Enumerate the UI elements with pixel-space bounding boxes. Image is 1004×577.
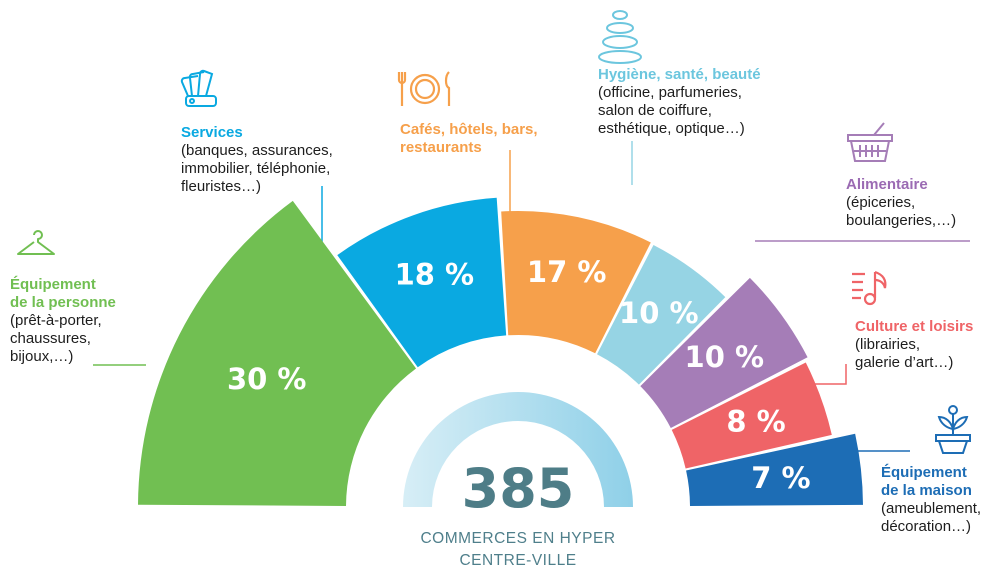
slice-label-4: 10 % bbox=[619, 296, 699, 330]
slice-5 bbox=[640, 277, 808, 428]
basket-icon bbox=[847, 122, 893, 162]
category-desc-line: galerie d’art…) bbox=[855, 354, 954, 371]
category-desc-line: (prêt-à-porter, bbox=[10, 312, 102, 329]
category-title-line: Alimentaire bbox=[846, 176, 928, 193]
slice-3 bbox=[501, 211, 651, 354]
total-label-line-1: COMMERCES EN HYPER bbox=[420, 530, 615, 547]
category-desc-line: chaussures, bbox=[10, 330, 91, 347]
category-desc-line: bijoux,…) bbox=[10, 348, 74, 365]
total-label-line-2: CENTRE-VILLE bbox=[459, 552, 576, 569]
category-desc-line: immobilier, téléphonie, bbox=[181, 160, 331, 177]
slice-label-2: 18 % bbox=[395, 258, 475, 292]
category-desc-line: salon de coiffure, bbox=[598, 102, 712, 119]
plate-cutlery-icon bbox=[397, 71, 451, 106]
category-label-equipement-personne: Équipement de la personne (prêt-à-porter… bbox=[10, 276, 116, 366]
slice-label-5: 10 % bbox=[685, 340, 765, 374]
slice-4 bbox=[597, 244, 726, 385]
slice-label-1: 30 % bbox=[227, 362, 307, 396]
slice-label-3: 17 % bbox=[527, 255, 607, 289]
card-fan-icon bbox=[180, 69, 217, 107]
music-note-icon bbox=[852, 270, 887, 306]
category-label-alimentaire: Alimentaire (épiceries, boulangeries,…) bbox=[846, 176, 956, 230]
total-ring bbox=[403, 392, 633, 507]
category-title-line: Équipement bbox=[10, 276, 96, 293]
category-desc-line: (banques, assurances, bbox=[181, 142, 333, 159]
category-desc-line: (épiceries, bbox=[846, 194, 916, 211]
zen-stones-icon bbox=[598, 10, 642, 64]
total-value: 385 bbox=[462, 457, 575, 520]
slice-label-6: 8 % bbox=[726, 404, 785, 438]
category-title-line: Cafés, hôtels, bars, bbox=[400, 121, 538, 138]
chart-slices: 30 % 18 % 17 % 10 % 10 % 8 % 7 % bbox=[138, 197, 863, 506]
category-desc-line: esthétique, optique…) bbox=[598, 120, 745, 137]
category-label-cafes: Cafés, hôtels, bars, restaurants bbox=[400, 121, 538, 157]
category-desc-line: boulangeries,…) bbox=[846, 212, 957, 229]
slice-label-7: 7 % bbox=[751, 461, 810, 495]
slice-1 bbox=[138, 200, 417, 506]
slice-2 bbox=[337, 197, 507, 368]
plant-pot-icon bbox=[935, 405, 971, 454]
leader-lines bbox=[93, 141, 970, 452]
category-desc-line: décoration…) bbox=[881, 518, 972, 535]
category-label-culture: Culture et loisirs (librairies, galerie … bbox=[855, 318, 973, 372]
category-desc-line: (librairies, bbox=[855, 336, 921, 353]
category-title-line: Services bbox=[181, 124, 243, 141]
category-title-line: de la maison bbox=[881, 482, 972, 499]
hanger-icon bbox=[17, 230, 55, 255]
slice-6 bbox=[671, 362, 832, 469]
leader-line-6 bbox=[813, 364, 847, 385]
category-title-line: Hygiène, santé, beauté bbox=[598, 66, 761, 83]
category-title-line: restaurants bbox=[400, 139, 482, 156]
category-desc-line: (officine, parfumeries, bbox=[598, 84, 742, 101]
category-label-hygiene: Hygiène, santé, beauté (officine, parfum… bbox=[598, 66, 761, 138]
category-label-equipement-maison: Équipement de la maison (ameublement, dé… bbox=[881, 464, 981, 536]
category-title-line: de la personne bbox=[10, 294, 116, 311]
slice-7 bbox=[686, 433, 863, 506]
category-title-line: Culture et loisirs bbox=[855, 318, 974, 335]
category-label-services: Services (banques, assurances, immobilie… bbox=[181, 124, 333, 196]
category-title-line: Équipement bbox=[881, 464, 967, 481]
category-desc-line: fleuristes…) bbox=[181, 178, 262, 195]
category-desc-line: (ameublement, bbox=[881, 500, 982, 517]
